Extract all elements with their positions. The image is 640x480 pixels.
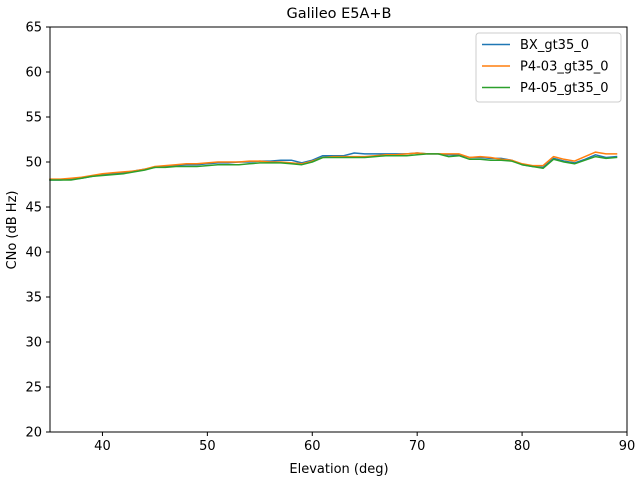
y-tick-label: 60 <box>25 66 42 81</box>
legend-label-0: BX_gt35_0 <box>520 38 589 53</box>
y-tick-label: 45 <box>25 201 42 216</box>
x-tick-label: 70 <box>409 439 426 454</box>
legend-label-1: P4-03_gt35_0 <box>520 60 609 75</box>
x-axis-label: Elevation (deg) <box>289 462 388 477</box>
y-tick-label: 25 <box>25 381 42 396</box>
series-line-2 <box>49 153 618 181</box>
y-tick-label: 20 <box>25 426 42 441</box>
x-tick-label: 90 <box>619 439 636 454</box>
x-tick-label: 80 <box>514 439 531 454</box>
y-axis-label: CNo (dB Hz) <box>5 191 20 270</box>
y-tick-label: 50 <box>25 156 42 171</box>
series-lines <box>49 151 618 181</box>
chart-title: Galileo E5A+B <box>286 6 391 22</box>
x-tick-label: 60 <box>304 439 321 454</box>
y-axis-ticks: 20 25 30 35 40 45 50 55 60 65 <box>25 21 50 441</box>
x-axis-ticks: 40 50 60 70 80 90 <box>94 432 635 454</box>
y-tick-label: 30 <box>25 336 42 351</box>
y-tick-label: 55 <box>25 111 42 126</box>
legend-label-2: P4-05_gt35_0 <box>520 81 609 96</box>
y-tick-label: 40 <box>25 246 42 261</box>
series-line-1 <box>49 151 618 180</box>
x-tick-label: 50 <box>199 439 216 454</box>
legend-box <box>475 32 622 103</box>
legend: BX_gt35_0 P4-03_gt35_0 P4-05_gt35_0 <box>475 32 622 103</box>
axes-frame <box>49 26 628 433</box>
y-tick-label: 65 <box>25 21 42 36</box>
y-tick-label: 35 <box>25 291 42 306</box>
x-tick-label: 40 <box>94 439 111 454</box>
